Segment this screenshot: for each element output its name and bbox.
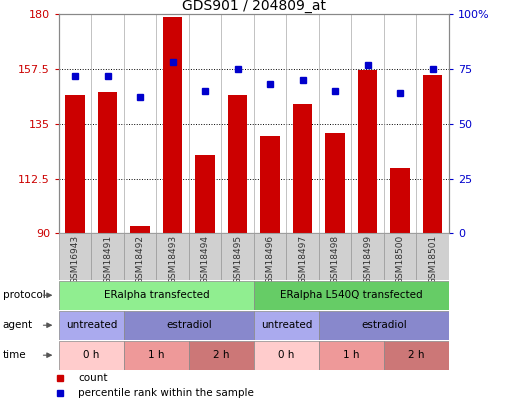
- Bar: [59, 341, 124, 370]
- Text: GSM18497: GSM18497: [298, 235, 307, 284]
- Text: time: time: [3, 350, 27, 360]
- Title: GDS901 / 204809_at: GDS901 / 204809_at: [182, 0, 326, 13]
- Bar: [423, 75, 442, 233]
- Bar: [351, 233, 384, 280]
- Bar: [228, 94, 247, 233]
- Text: GSM18501: GSM18501: [428, 235, 437, 284]
- Bar: [390, 168, 410, 233]
- Text: estradiol: estradiol: [361, 320, 407, 330]
- Text: GSM18500: GSM18500: [396, 235, 405, 284]
- Bar: [66, 94, 85, 233]
- Text: GSM16943: GSM16943: [71, 235, 80, 284]
- Text: GSM18492: GSM18492: [136, 235, 145, 284]
- Bar: [254, 311, 319, 340]
- Text: GSM18491: GSM18491: [103, 235, 112, 284]
- Text: ERalpha L540Q transfected: ERalpha L540Q transfected: [280, 290, 423, 300]
- Bar: [130, 226, 150, 233]
- Bar: [124, 311, 254, 340]
- Bar: [195, 156, 215, 233]
- Bar: [261, 136, 280, 233]
- Text: percentile rank within the sample: percentile rank within the sample: [78, 388, 254, 399]
- Text: GSM18495: GSM18495: [233, 235, 242, 284]
- Bar: [59, 311, 124, 340]
- Bar: [124, 233, 156, 280]
- Bar: [254, 233, 286, 280]
- Text: untreated: untreated: [66, 320, 117, 330]
- Text: 1 h: 1 h: [343, 350, 360, 360]
- Text: ERalpha transfected: ERalpha transfected: [104, 290, 209, 300]
- Text: GSM18499: GSM18499: [363, 235, 372, 284]
- Text: 2 h: 2 h: [213, 350, 230, 360]
- Bar: [163, 17, 183, 233]
- Bar: [189, 341, 254, 370]
- Bar: [293, 104, 312, 233]
- Bar: [325, 134, 345, 233]
- Bar: [59, 233, 91, 280]
- Text: count: count: [78, 373, 108, 383]
- Bar: [319, 311, 449, 340]
- Bar: [91, 233, 124, 280]
- Bar: [189, 233, 222, 280]
- Text: 0 h: 0 h: [83, 350, 100, 360]
- Bar: [98, 92, 117, 233]
- Text: agent: agent: [3, 320, 33, 330]
- Bar: [286, 233, 319, 280]
- Text: untreated: untreated: [261, 320, 312, 330]
- Text: estradiol: estradiol: [166, 320, 212, 330]
- Text: protocol: protocol: [3, 290, 46, 300]
- Bar: [319, 233, 351, 280]
- Bar: [319, 341, 384, 370]
- Bar: [384, 233, 417, 280]
- Text: GSM18493: GSM18493: [168, 235, 177, 284]
- Text: GSM18496: GSM18496: [266, 235, 274, 284]
- Bar: [124, 341, 189, 370]
- Bar: [156, 233, 189, 280]
- Bar: [417, 233, 449, 280]
- Text: 2 h: 2 h: [408, 350, 425, 360]
- Text: GSM18498: GSM18498: [331, 235, 340, 284]
- Bar: [384, 341, 449, 370]
- Bar: [222, 233, 254, 280]
- Text: 1 h: 1 h: [148, 350, 165, 360]
- Text: GSM18494: GSM18494: [201, 235, 210, 284]
- Bar: [254, 341, 319, 370]
- Bar: [358, 70, 378, 233]
- Text: 0 h: 0 h: [278, 350, 294, 360]
- Bar: [254, 281, 449, 310]
- Bar: [59, 281, 254, 310]
